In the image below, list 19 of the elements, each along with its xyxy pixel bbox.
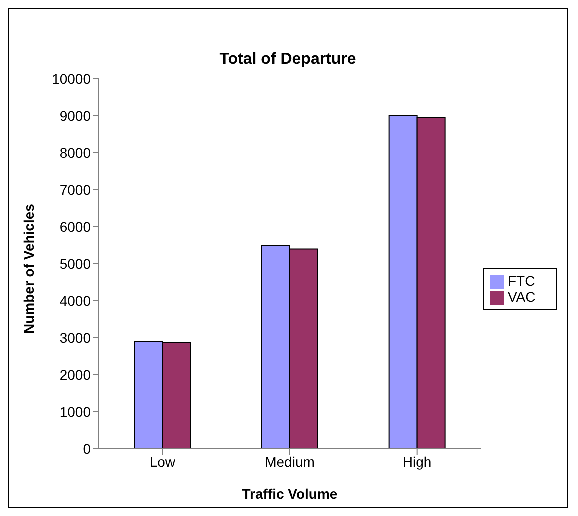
y-tick-label: 3000 [60,330,92,346]
y-tick-label: 2000 [60,366,92,383]
y-tick-label: 0 [83,440,92,457]
legend-label: FTC [508,272,536,289]
x-tick-label: Low [150,454,176,470]
y-tick-label: 6000 [60,218,92,235]
y-axis-title: Number of Vehicles [20,204,37,334]
legend-label: VAC [508,289,536,305]
y-tick-label: 10000 [52,70,92,87]
x-tick-label: Medium [265,454,315,470]
x-axis-title: Traffic Volume [242,486,338,502]
y-tick-label: 4000 [60,292,92,309]
y-tick-label: 9000 [60,108,92,124]
y-tick-label: 1000 [60,404,92,420]
y-tick-label: 8000 [60,144,92,161]
x-tick-label: High [402,454,432,470]
y-tick-label: 5000 [60,256,92,272]
y-tick-label: 7000 [60,182,92,198]
chart-title: Total of Departure [218,50,358,69]
